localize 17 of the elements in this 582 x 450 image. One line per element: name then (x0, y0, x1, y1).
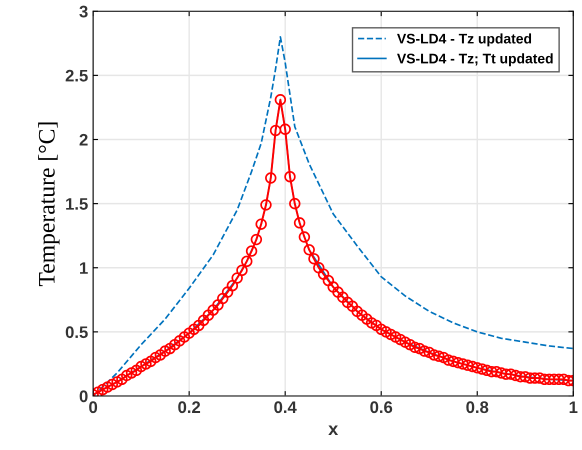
legend-label: VS-LD4 - Tz updated (397, 33, 532, 46)
x-tick-label: 0.6 (370, 401, 392, 414)
x-tick-label: 0.8 (466, 401, 488, 414)
y-tick-label: 0 (80, 390, 88, 402)
x-tick-label: 0.4 (274, 401, 297, 414)
x-axis-title: x (328, 426, 338, 436)
y-axis-title: Temperature [°C] (38, 122, 60, 286)
x-tick-label: 1 (570, 401, 578, 413)
y-tick-label: 1.5 (66, 198, 88, 210)
legend-label: VS-LD4 - Tz; Tt updated (397, 53, 553, 66)
y-tick-label: 0.5 (66, 326, 88, 338)
x-tick-label: 0 (89, 401, 98, 414)
y-tick-label: 3 (79, 6, 88, 18)
y-tick-label: 2.5 (66, 70, 88, 82)
x-tick-label: 0.2 (178, 401, 200, 414)
y-tick-label: 2 (80, 134, 88, 146)
y-tick-label: 1 (80, 262, 88, 274)
